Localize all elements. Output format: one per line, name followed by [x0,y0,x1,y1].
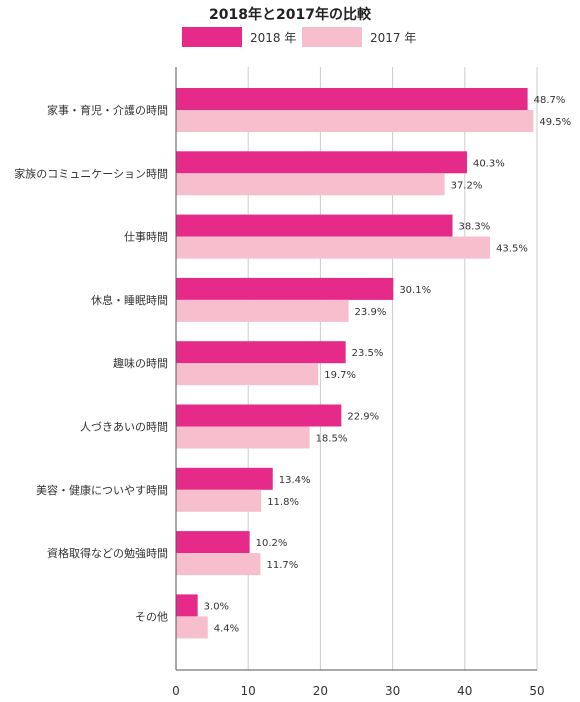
data-label: 3.0% [204,601,229,612]
bar [176,363,319,386]
category-label: 趣味の時間 [113,356,168,370]
category-label: 休息・睡眠時間 [91,293,168,307]
bar [176,214,453,237]
x-tick-label: 20 [313,684,328,698]
bar [176,236,491,259]
category-label: 人づきあいの時間 [80,421,168,434]
bar [176,151,467,174]
category-label: 美容・健康についやす時間 [36,483,168,497]
bar [176,299,349,322]
legend-swatch-2018 [182,27,242,47]
bar [176,594,198,617]
data-label: 48.7% [534,95,566,106]
data-label: 13.4% [279,475,311,486]
data-label: 37.2% [451,180,483,191]
data-label: 19.7% [324,370,356,381]
x-tick-label: 50 [529,684,544,698]
data-label: 11.8% [267,497,299,508]
bar [176,553,261,576]
category-label: 家事・育児・介護の時間 [47,103,168,117]
legend-label-2017: 2017 年 [370,30,417,45]
bar [176,616,208,639]
legend-swatch-2017 [302,27,362,47]
bar [176,531,250,554]
legend-item-2017: 2017 年 [302,26,416,48]
x-tick-label: 0 [172,684,180,698]
data-label: 23.9% [355,307,387,318]
data-label: 43.5% [496,244,528,255]
bar [176,110,534,132]
category-label: 資格取得などの勉強時間 [47,546,168,560]
x-tick-label: 40 [457,684,472,698]
data-label: 49.5% [539,117,571,128]
category-label: その他 [135,610,168,623]
data-label: 22.9% [347,412,379,423]
data-label: 40.3% [473,158,505,169]
legend-label-2018: 2018 年 [250,30,297,45]
chart-title: 2018年と2017年の比較 [209,7,371,23]
data-label: 23.5% [352,348,384,359]
bar [176,88,528,110]
bar [176,173,445,196]
bar [176,277,394,300]
legend-item-2018: 2018 年 [182,26,296,48]
x-tick-label: 30 [385,684,400,698]
data-label: 30.1% [399,285,431,296]
data-label: 10.2% [256,538,288,549]
bar [176,404,342,427]
x-tick-label: 10 [241,684,256,698]
category-label: 家族のコミュニケーション時間 [14,166,168,180]
bar [176,467,273,490]
data-label: 11.7% [266,560,298,571]
data-label: 38.3% [459,222,491,233]
data-label: 4.4% [214,623,239,634]
bar [176,426,310,449]
data-label: 18.5% [316,434,348,445]
bar [176,489,262,512]
bar [176,341,346,364]
category-label: 仕事時間 [124,231,168,244]
